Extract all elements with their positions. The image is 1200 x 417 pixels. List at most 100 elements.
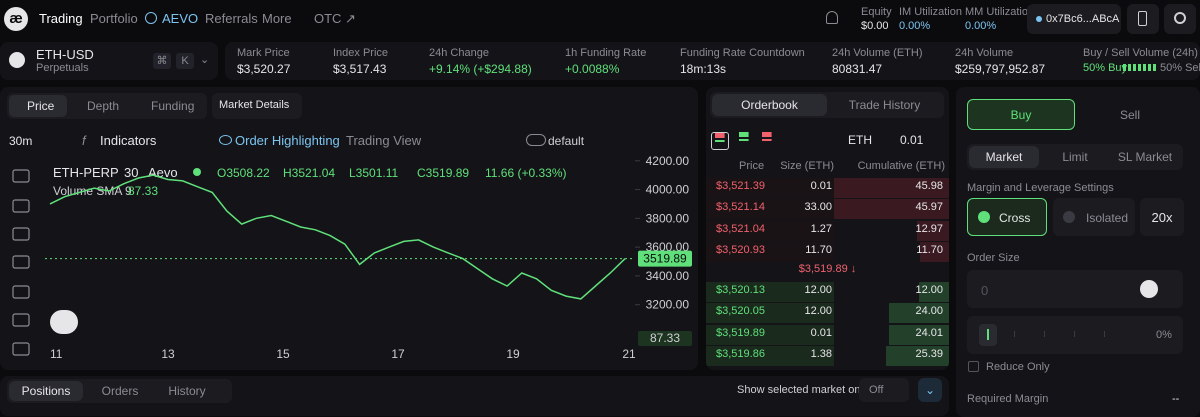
bottom-tab[interactable]: History <box>168 384 206 398</box>
price-line <box>49 174 626 300</box>
tv-logo <box>50 310 78 334</box>
ob-price: $3,521.39 <box>716 180 765 192</box>
chart-tab[interactable]: Depth <box>87 99 120 113</box>
buy-button[interactable]: Buy <box>967 99 1075 130</box>
mm-value: 0.00% <box>965 20 997 32</box>
depth-bar <box>888 303 949 324</box>
mobile-button[interactable] <box>1127 4 1159 34</box>
volume-tag <box>638 331 692 346</box>
shortcut-key: ⌘ <box>153 53 171 69</box>
order-type[interactable]: Market <box>969 146 1039 168</box>
nav-item[interactable]: Referrals <box>205 11 258 26</box>
nav-item[interactable]: Portfolio <box>90 11 138 26</box>
stat-value: +9.14% (+$294.88) <box>429 62 532 76</box>
orderbook-panel: Orderbook Trade History ETH 0.01 Price Size (… <box>706 87 949 370</box>
order-highlighting[interactable]: Order Highlighting <box>235 133 340 148</box>
sell-percent: 50% Sell <box>1160 62 1200 74</box>
ohlc-value: H3521.04 <box>283 166 335 180</box>
expand-button[interactable]: ⌄ <box>918 378 942 402</box>
nav-item[interactable]: OTC ↗ <box>314 11 356 26</box>
eye-icon <box>219 135 232 145</box>
row-bg <box>706 199 834 220</box>
settings-icon <box>1174 12 1186 24</box>
drawing-tool <box>12 227 30 241</box>
layout-name[interactable]: default <box>548 134 585 148</box>
order-type[interactable]: Limit <box>1062 150 1088 164</box>
drawing-tool <box>12 313 30 327</box>
y-tick-label: 3400.00 <box>646 269 690 283</box>
ob-size: 33.00 <box>804 201 832 214</box>
leverage[interactable]: 20x <box>1140 198 1184 236</box>
nav-item[interactable]: AEVO <box>162 11 199 26</box>
stat-label: 24h Volume <box>955 47 1014 59</box>
trading-view[interactable]: Trading View <box>346 133 422 148</box>
ob-tab[interactable]: Orderbook <box>712 94 827 116</box>
asset-select[interactable]: ETH <box>848 133 872 147</box>
nav-item[interactable]: Trading <box>39 11 83 26</box>
view-toggle[interactable] <box>711 132 729 150</box>
wallet-address: 0x7Bc6...ABcA <box>1046 13 1120 25</box>
reduce-only: Reduce Only <box>986 361 1050 373</box>
interval[interactable]: 30m <box>9 134 33 148</box>
y-tick-label: 3600.00 <box>646 240 690 254</box>
filter-select[interactable]: Off <box>859 378 909 402</box>
wallet-button[interactable] <box>1027 4 1121 34</box>
x-tick-label: 15 <box>276 347 290 361</box>
drawing-tool <box>12 199 30 213</box>
buy-sell-label: Buy / Sell Volume (24h) <box>1083 47 1198 59</box>
tick-select[interactable]: 0.01 <box>900 133 924 147</box>
bottom-tab[interactable]: Orders <box>101 384 139 398</box>
logo[interactable]: æ <box>4 7 28 31</box>
ob-cumulative: 12.97 <box>915 222 943 235</box>
market-stats: Mark Price $3,520.27 Index Price $3,517.43 2… <box>225 42 1200 80</box>
ob-size: 0.01 <box>810 326 832 339</box>
row-bg <box>706 324 834 345</box>
view-toggle[interactable] <box>736 132 752 148</box>
chart-tab[interactable]: Funding <box>151 99 195 113</box>
ob-size: 1.27 <box>810 222 832 235</box>
mm-label: MM Utilization <box>965 6 1035 18</box>
sell-button[interactable]: Sell <box>1119 107 1140 122</box>
ob-cumulative: 45.97 <box>915 201 943 214</box>
chart-interval: 30 <box>124 165 138 180</box>
ob-price: $3,519.89 <box>716 326 765 339</box>
drawing-tool <box>12 169 30 183</box>
ob-header: Size (ETH) <box>780 160 834 172</box>
ob-tab[interactable]: Trade History <box>848 98 921 112</box>
nav-item[interactable]: More <box>262 11 292 26</box>
market-details-button[interactable] <box>212 93 302 119</box>
slider-ticks <box>1014 331 1114 337</box>
chart-tab[interactable]: Price <box>27 99 55 113</box>
chart-panel <box>0 87 698 370</box>
row-bg <box>706 220 834 241</box>
row-bg <box>706 178 834 198</box>
volume-tag-label: 87.33 <box>650 331 680 345</box>
drawing-tool <box>12 342 30 356</box>
mobile-icon <box>1138 11 1147 26</box>
required-margin-value: -- <box>1172 393 1180 405</box>
ob-size: 1.38 <box>810 347 832 360</box>
chevron: ⌄ <box>200 54 210 66</box>
checkbox[interactable] <box>968 361 979 372</box>
cross-label: Cross <box>999 211 1031 225</box>
x-tick-label: 17 <box>391 347 405 361</box>
ob-size: 0.01 <box>810 180 832 192</box>
equity-label: Equity <box>861 6 892 18</box>
ohlc-value: 11.66 (+0.33%) <box>485 166 567 180</box>
view-toggle[interactable] <box>759 132 775 148</box>
buy-sell-bar <box>1123 64 1157 71</box>
depth-bar <box>888 324 949 345</box>
ob-cumulative: 25.39 <box>915 347 943 360</box>
indicators[interactable]: Indicators <box>100 133 157 148</box>
depth-bar <box>834 178 949 198</box>
bottom-tab[interactable]: Positions <box>9 381 83 401</box>
bell-icon[interactable] <box>826 11 838 24</box>
aevo-icon <box>145 12 157 24</box>
order-type[interactable]: SL Market <box>1117 150 1173 164</box>
y-tick-label: 3200.00 <box>646 298 690 312</box>
ob-header: Cumulative (ETH) <box>857 160 945 172</box>
radio-off <box>1063 211 1075 223</box>
margin-label: Margin and Leverage Settings <box>967 182 1114 194</box>
x-tick-label: 11 <box>50 347 63 361</box>
